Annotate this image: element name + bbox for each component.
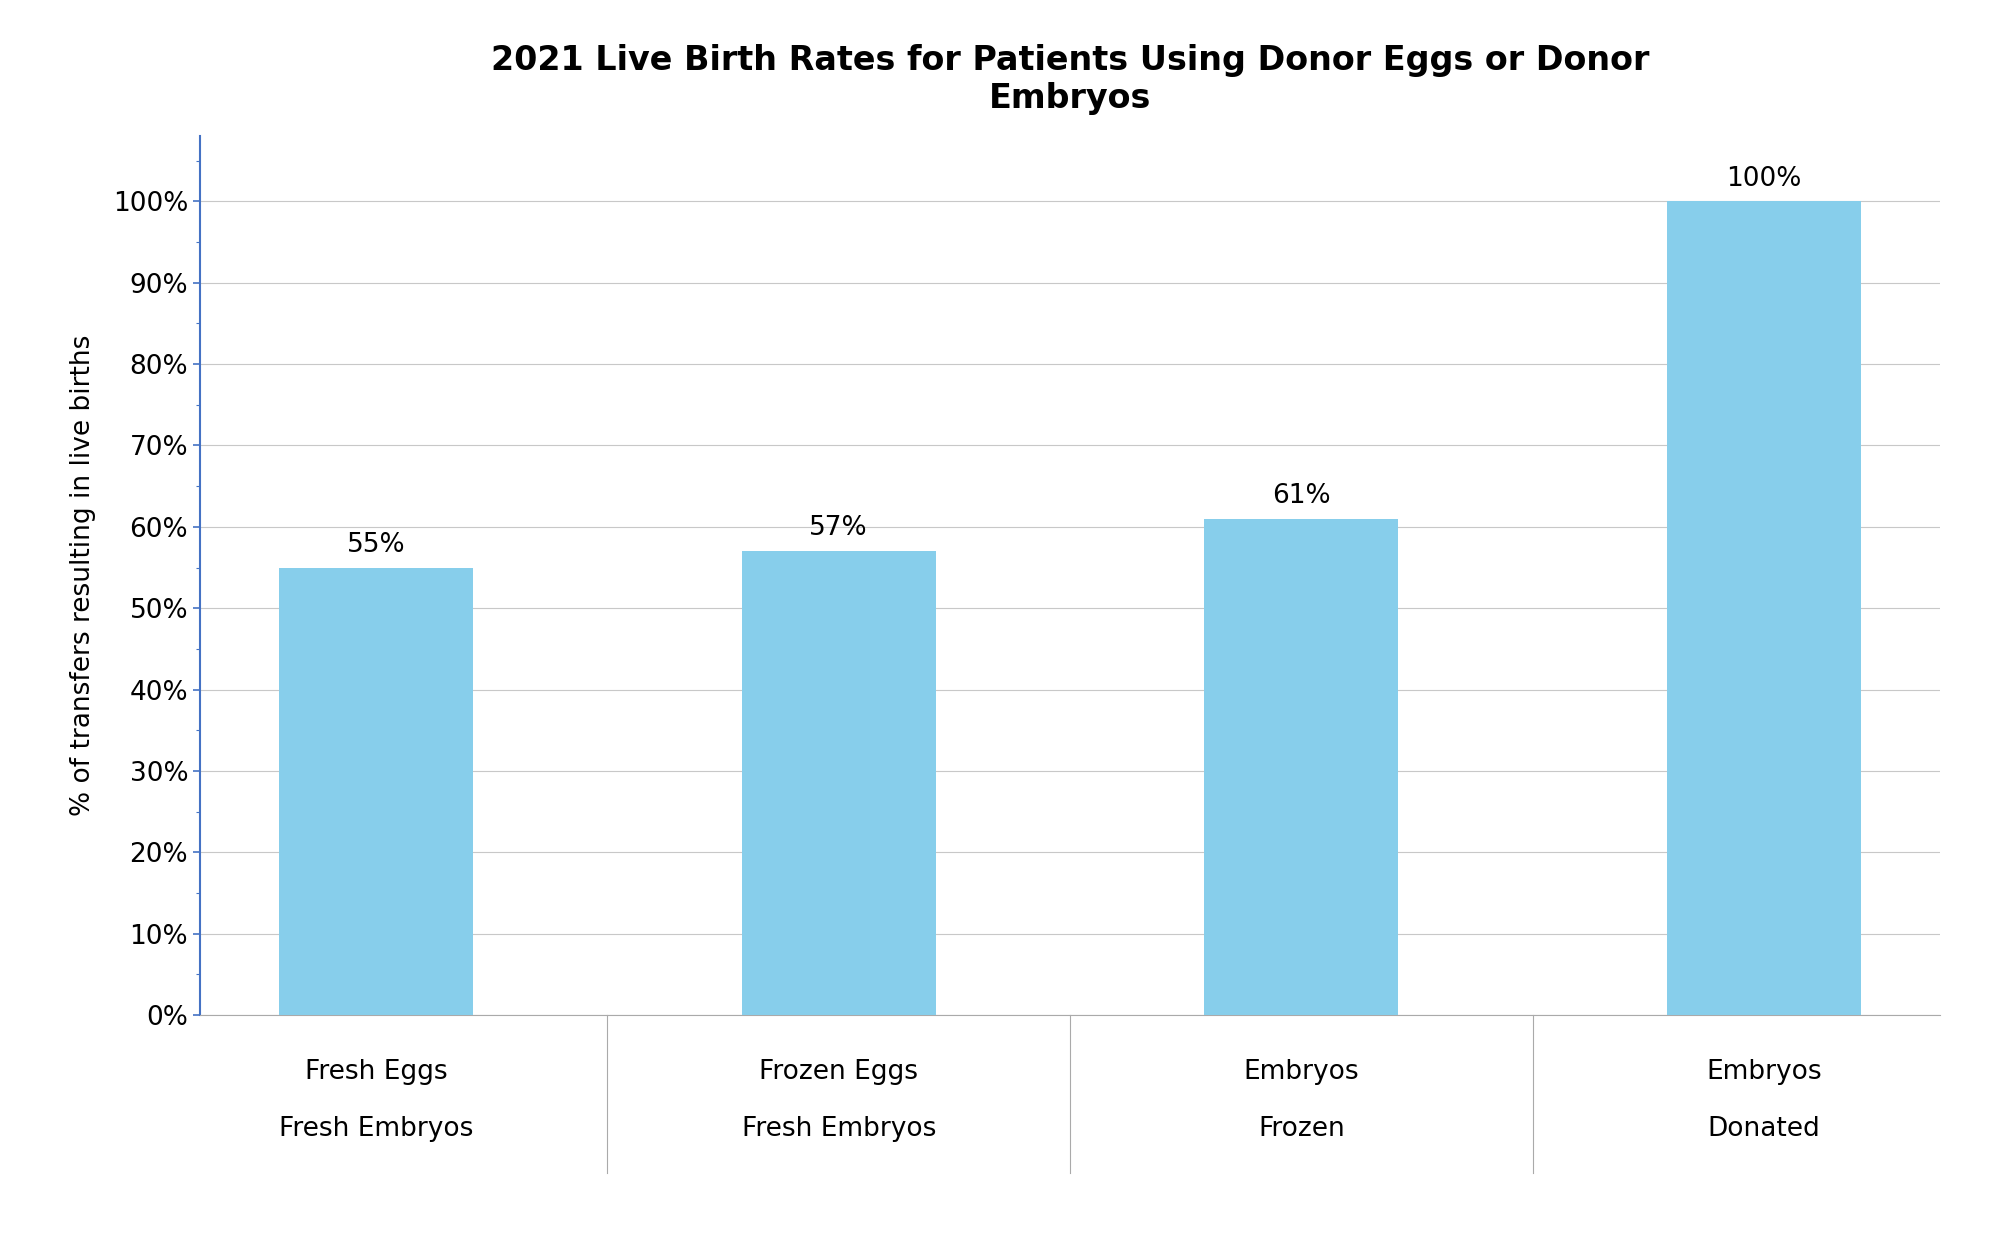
- Text: 61%: 61%: [1272, 483, 1330, 509]
- Text: Embryos: Embryos: [1706, 1058, 1822, 1086]
- Text: 100%: 100%: [1726, 166, 1802, 192]
- Text: Embryos: Embryos: [1244, 1058, 1360, 1086]
- Text: Donated: Donated: [1708, 1117, 1820, 1143]
- Bar: [280, 567, 474, 1015]
- Text: 55%: 55%: [346, 532, 406, 558]
- Title: 2021 Live Birth Rates for Patients Using Donor Eggs or Donor
Embryos: 2021 Live Birth Rates for Patients Using…: [490, 45, 1650, 115]
- Bar: [1204, 519, 1398, 1015]
- Text: Frozen: Frozen: [1258, 1117, 1344, 1143]
- Text: Fresh Embryos: Fresh Embryos: [280, 1117, 474, 1143]
- Bar: [1666, 202, 1860, 1015]
- Text: Fresh Embryos: Fresh Embryos: [742, 1117, 936, 1143]
- Text: Fresh Eggs: Fresh Eggs: [304, 1058, 448, 1086]
- Text: Frozen Eggs: Frozen Eggs: [760, 1058, 918, 1086]
- Text: 57%: 57%: [810, 515, 868, 541]
- Y-axis label: % of transfers resulting in live births: % of transfers resulting in live births: [70, 335, 96, 816]
- Bar: [742, 551, 936, 1015]
